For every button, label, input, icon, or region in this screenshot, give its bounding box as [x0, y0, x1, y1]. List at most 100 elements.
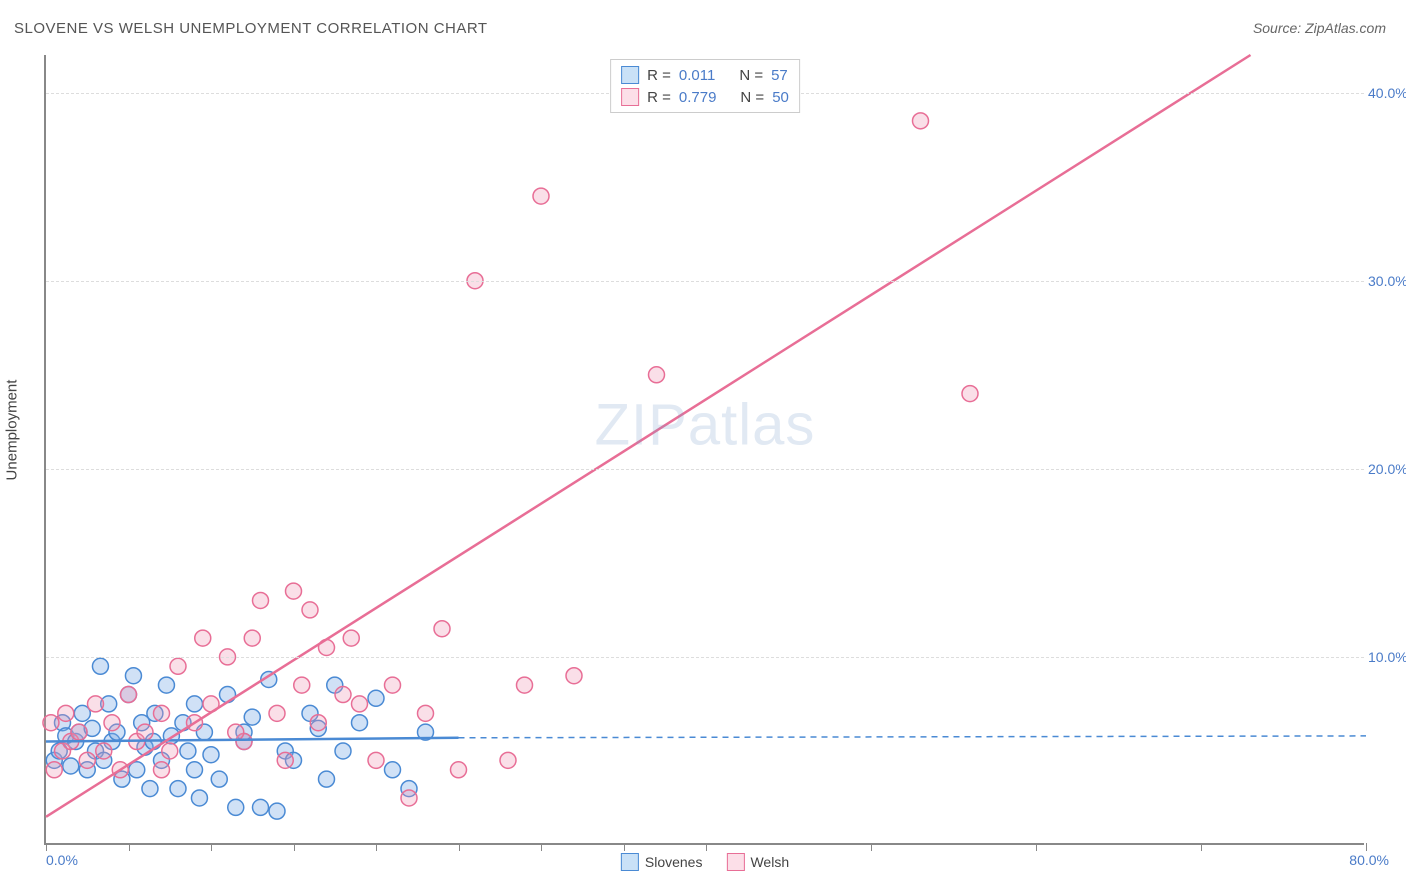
stat-n-value: 57 — [771, 67, 788, 84]
scatter-point — [88, 696, 104, 712]
scatter-point — [352, 715, 368, 731]
scatter-point — [142, 781, 158, 797]
scatter-point — [187, 696, 203, 712]
scatter-point — [92, 658, 108, 674]
plot-area: ZIPatlas R =0.011N =57R =0.779N =50 0.0%… — [44, 55, 1364, 845]
scatter-point — [294, 677, 310, 693]
scatter-point — [125, 668, 141, 684]
gridline — [46, 281, 1364, 282]
x-tick — [541, 843, 542, 851]
scatter-point — [335, 743, 351, 759]
stats-legend-box: R =0.011N =57R =0.779N =50 — [610, 59, 800, 113]
scatter-point — [121, 687, 137, 703]
scatter-point — [451, 762, 467, 778]
scatter-point — [368, 752, 384, 768]
stat-r-label: R = — [647, 67, 671, 84]
chart-title: SLOVENE VS WELSH UNEMPLOYMENT CORRELATIO… — [14, 20, 488, 37]
scatter-point — [154, 762, 170, 778]
gridline — [46, 469, 1364, 470]
scatter-point — [195, 630, 211, 646]
x-tick — [871, 843, 872, 851]
scatter-point — [104, 715, 120, 731]
scatter-point — [244, 709, 260, 725]
scatter-point — [517, 677, 533, 693]
y-tick-label: 20.0% — [1368, 461, 1406, 477]
x-tick — [211, 843, 212, 851]
series-swatch — [621, 853, 639, 871]
scatter-point — [187, 762, 203, 778]
legend-label: Slovenes — [645, 854, 703, 870]
x-axis-label-start: 0.0% — [46, 852, 78, 868]
scatter-point — [211, 771, 227, 787]
scatter-point — [649, 367, 665, 383]
x-tick — [624, 843, 625, 851]
x-tick — [1201, 843, 1202, 851]
legend-label: Welsh — [750, 854, 789, 870]
y-tick-label: 40.0% — [1368, 85, 1406, 101]
plot-svg — [46, 55, 1364, 843]
scatter-point — [180, 743, 196, 759]
scatter-point — [277, 752, 293, 768]
scatter-point — [343, 630, 359, 646]
trend-line-extrapolated — [459, 736, 1367, 738]
y-tick-label: 30.0% — [1368, 273, 1406, 289]
scatter-point — [269, 803, 285, 819]
scatter-point — [500, 752, 516, 768]
scatter-point — [228, 799, 244, 815]
stat-r-value: 0.011 — [679, 67, 715, 84]
series-swatch — [726, 853, 744, 871]
x-tick — [46, 843, 47, 851]
x-tick — [459, 843, 460, 851]
y-tick-label: 10.0% — [1368, 649, 1406, 665]
scatter-point — [566, 668, 582, 684]
scatter-point — [46, 762, 62, 778]
scatter-point — [962, 386, 978, 402]
scatter-point — [352, 696, 368, 712]
scatter-point — [385, 677, 401, 693]
x-tick — [129, 843, 130, 851]
scatter-point — [253, 592, 269, 608]
scatter-point — [63, 758, 79, 774]
chart-container: SLOVENE VS WELSH UNEMPLOYMENT CORRELATIO… — [0, 0, 1406, 892]
scatter-point — [154, 705, 170, 721]
scatter-point — [228, 724, 244, 740]
scatter-point — [913, 113, 929, 129]
scatter-point — [71, 724, 87, 740]
scatter-point — [137, 724, 153, 740]
x-tick — [376, 843, 377, 851]
stat-r-value: 0.779 — [679, 89, 717, 106]
scatter-point — [79, 752, 95, 768]
stat-n-value: 50 — [772, 89, 789, 106]
scatter-point — [58, 705, 74, 721]
series-swatch — [621, 88, 639, 106]
scatter-point — [244, 630, 260, 646]
scatter-point — [96, 743, 112, 759]
scatter-point — [253, 799, 269, 815]
scatter-point — [385, 762, 401, 778]
scatter-point — [335, 687, 351, 703]
x-tick — [1366, 843, 1367, 851]
x-axis-label-end: 80.0% — [1349, 852, 1389, 868]
scatter-point — [533, 188, 549, 204]
scatter-point — [170, 658, 186, 674]
scatter-point — [401, 790, 417, 806]
gridline — [46, 657, 1364, 658]
scatter-point — [269, 705, 285, 721]
trend-line — [46, 55, 1251, 817]
x-tick — [706, 843, 707, 851]
stat-n-label: N = — [740, 89, 764, 106]
scatter-point — [158, 677, 174, 693]
x-tick — [1036, 843, 1037, 851]
x-tick — [294, 843, 295, 851]
legend-item: Welsh — [726, 853, 789, 871]
scatter-point — [162, 743, 178, 759]
source-attribution: Source: ZipAtlas.com — [1253, 20, 1386, 36]
scatter-point — [170, 781, 186, 797]
scatter-point — [191, 790, 207, 806]
scatter-point — [319, 771, 335, 787]
scatter-point — [286, 583, 302, 599]
stats-row: R =0.779N =50 — [621, 86, 789, 108]
legend-bottom: Slovenes Welsh — [621, 853, 789, 871]
series-swatch — [621, 66, 639, 84]
scatter-point — [434, 621, 450, 637]
